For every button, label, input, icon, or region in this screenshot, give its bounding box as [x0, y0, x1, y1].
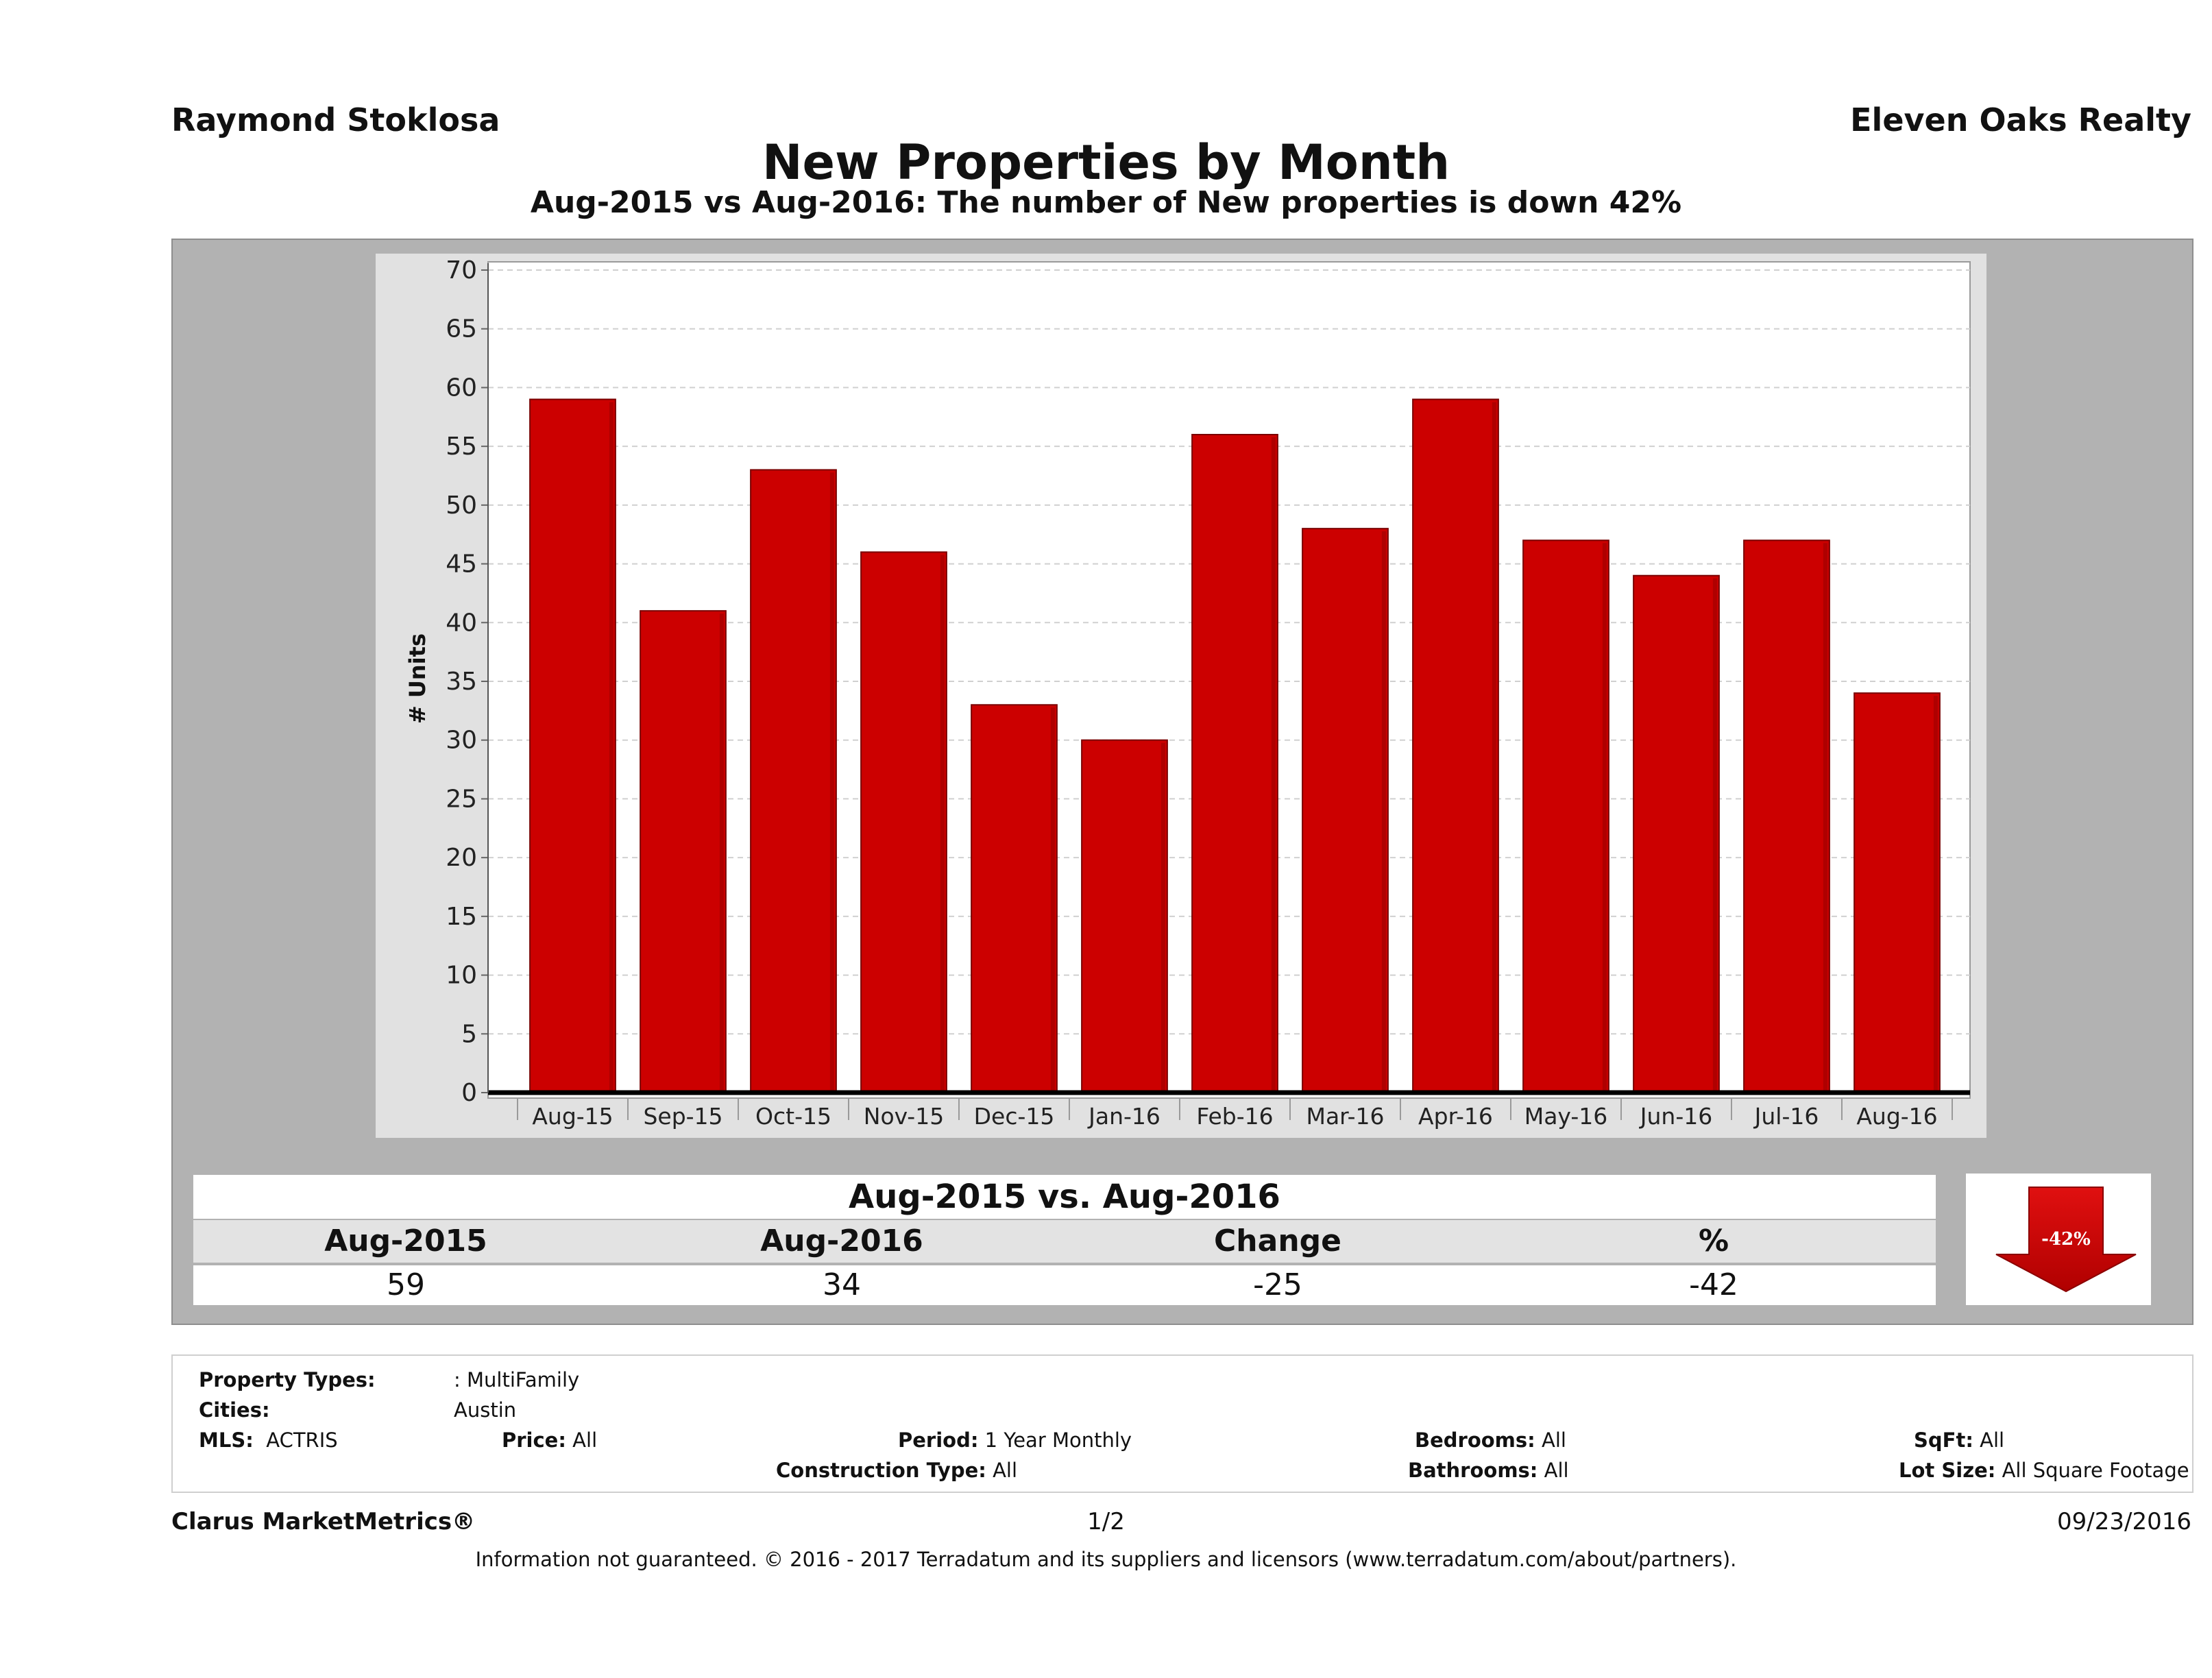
change-badge-label: -42%	[2041, 1229, 2091, 1250]
filters-panel: Property Types: : MultiFamily Cities: Au…	[171, 1354, 2193, 1493]
filter-sqft: SqFt: All	[1914, 1428, 2004, 1452]
bar	[1302, 528, 1388, 1093]
y-tick-label: 5	[461, 1020, 477, 1048]
filter-bathrooms: Bathrooms: All	[1408, 1459, 1569, 1482]
x-tick-label: Jun-16	[1639, 1103, 1712, 1130]
x-tick-label: May-16	[1524, 1103, 1608, 1130]
x-tick-label: Mar-16	[1306, 1103, 1384, 1130]
summary-value-aug-2016: 34	[622, 1265, 1061, 1305]
y-tick-label: 30	[446, 727, 477, 755]
bar	[1744, 540, 1830, 1093]
filter-property-types: Property Types:	[199, 1368, 376, 1391]
x-tick-label: Nov-15	[864, 1103, 944, 1130]
x-tick-label: Apr-16	[1418, 1103, 1493, 1130]
summary-header-percent: %	[1494, 1220, 1933, 1263]
summary-value-percent: -42	[1494, 1265, 1933, 1305]
y-tick-label: 45	[446, 550, 477, 579]
bar	[1413, 400, 1498, 1093]
summary-title: Aug-2015 vs. Aug-2016	[193, 1175, 1936, 1219]
bar	[1633, 576, 1719, 1093]
summary-value-row: 59 34 -25 -42	[193, 1265, 1936, 1305]
y-tick-label: 70	[446, 256, 477, 284]
summary-header-aug-2015: Aug-2015	[186, 1220, 625, 1263]
y-tick-label: 15	[446, 903, 477, 931]
x-tick-label: Dec-15	[974, 1103, 1055, 1130]
bar-chart: 0 5 10 15 20 25 30 35 40 45 50 55 60 65 70 Aug-15 Sep-15…	[0, 0, 2212, 1165]
bar	[971, 705, 1057, 1093]
x-tick-label: Jul-16	[1753, 1103, 1819, 1130]
bar	[861, 552, 947, 1093]
x-tick-label: Sep-15	[643, 1103, 722, 1130]
y-tick-label: 35	[446, 668, 477, 696]
summary-value-aug-2015: 59	[186, 1265, 625, 1305]
summary-header-change: Change	[1058, 1220, 1497, 1263]
page-number: 1/2	[0, 1508, 2212, 1535]
y-tick-label: 40	[446, 609, 477, 637]
y-tick-label: 50	[446, 491, 477, 520]
y-tick-label: 10	[446, 962, 477, 990]
summary-title-row: Aug-2015 vs. Aug-2016	[193, 1175, 1936, 1219]
x-tick-label: Aug-16	[1856, 1103, 1937, 1130]
y-tick-label: 60	[446, 374, 477, 402]
filter-construction-type: Construction Type: All	[776, 1459, 1017, 1482]
disclaimer: Information not guaranteed. © 2016 - 201…	[0, 1548, 2212, 1571]
summary-value-change: -25	[1058, 1265, 1497, 1305]
bar	[1523, 540, 1609, 1093]
y-tick-label: 25	[446, 785, 477, 813]
y-tick-label: 20	[446, 844, 477, 872]
y-axis-label: # Units	[404, 633, 430, 724]
filter-lot-size: Lot Size: All Square Footage	[1899, 1459, 2189, 1482]
y-tick-label: 65	[446, 315, 477, 343]
bar	[1192, 435, 1278, 1093]
bar	[1082, 740, 1167, 1093]
filter-price: Price: All	[502, 1428, 597, 1452]
y-tick-label: 55	[446, 433, 477, 461]
x-tick-label: Aug-15	[532, 1103, 613, 1130]
filter-property-types-value: : MultiFamily	[454, 1368, 579, 1391]
change-badge: -42%	[1966, 1174, 2151, 1305]
summary-header-row: Aug-2015 Aug-2016 Change %	[193, 1220, 1936, 1263]
bar	[640, 611, 726, 1093]
bar	[751, 470, 836, 1093]
x-tick-label: Oct-15	[755, 1103, 831, 1130]
filter-bedrooms: Bedrooms: All	[1415, 1428, 1566, 1452]
report-date: 09/23/2016	[2057, 1508, 2191, 1535]
summary-header-aug-2016: Aug-2016	[622, 1220, 1061, 1263]
y-tick-label: 0	[461, 1079, 477, 1107]
filter-mls: MLS: ACTRIS	[199, 1428, 338, 1452]
filter-cities-value: Austin	[454, 1398, 516, 1422]
x-tick-label: Jan-16	[1087, 1103, 1160, 1130]
down-arrow-icon: -42%	[1966, 1174, 2151, 1305]
x-tick-label: Feb-16	[1196, 1103, 1273, 1130]
filter-period: Period: 1 Year Monthly	[898, 1428, 1132, 1452]
filter-cities: Cities:	[199, 1398, 270, 1422]
bar	[530, 400, 616, 1093]
bar	[1854, 693, 1940, 1093]
